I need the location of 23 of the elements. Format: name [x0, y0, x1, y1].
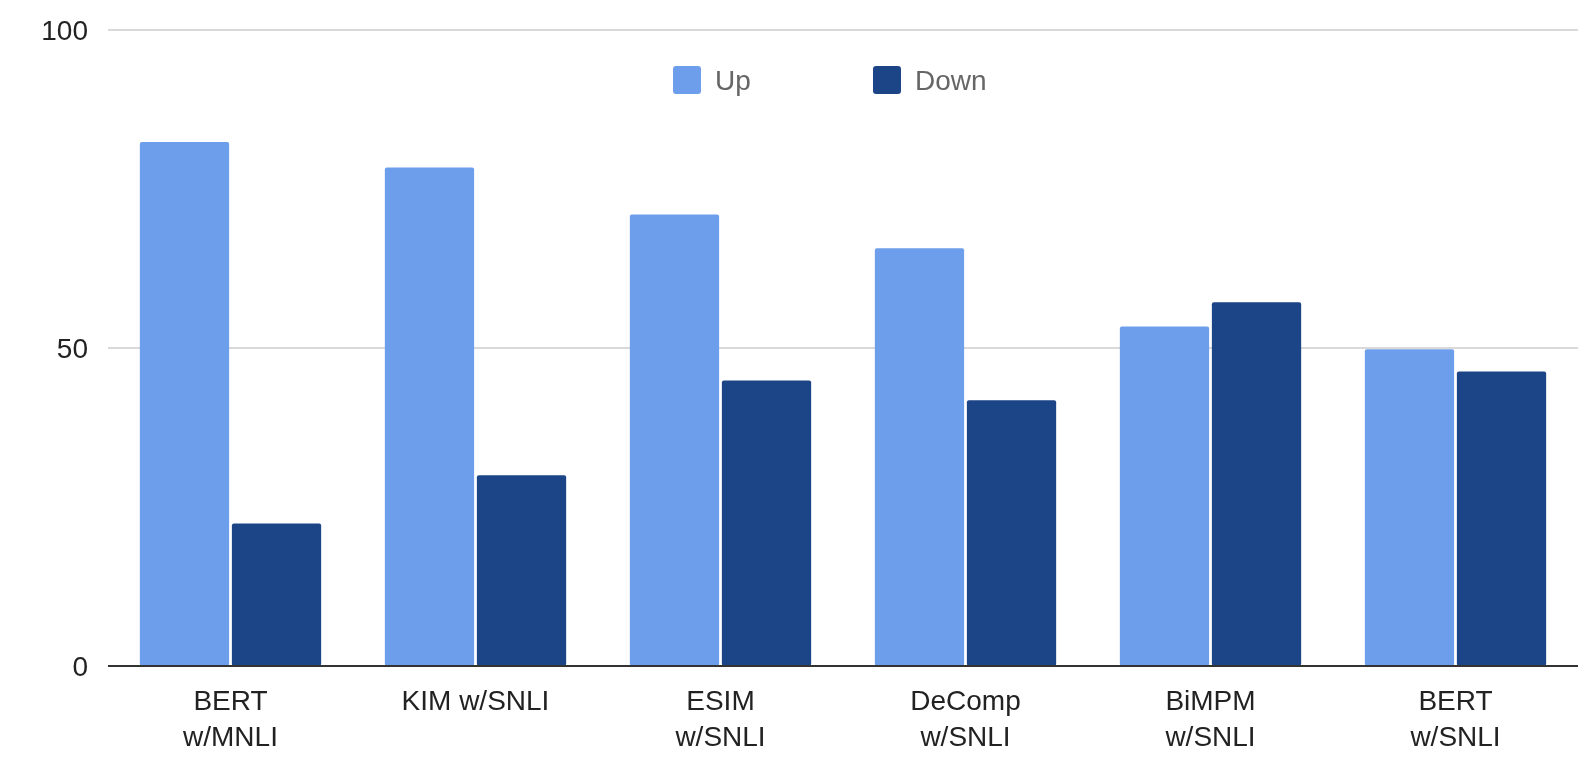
bar — [966, 400, 1057, 666]
bar — [1364, 349, 1455, 666]
bar — [629, 214, 720, 666]
x-tick-label: ESIM w/SNLI — [674, 685, 766, 752]
bar — [1119, 326, 1210, 666]
y-tick-label: 100 — [41, 14, 88, 46]
y-tick-label: 50 — [56, 332, 88, 364]
legend-label: Up — [715, 64, 751, 96]
x-tick-label: KIM w/SNLI — [401, 685, 550, 716]
y-tick-label: 0 — [72, 650, 88, 682]
bar — [139, 141, 230, 666]
bar — [384, 167, 475, 666]
x-tick-label: BiMPM w/SNLI — [1164, 685, 1256, 752]
bar — [476, 475, 567, 666]
x-tick-label: BERT w/MNLI — [182, 685, 278, 752]
bar — [874, 248, 965, 666]
bar — [1211, 302, 1302, 666]
x-tick-label: BERT w/SNLI — [1409, 685, 1501, 752]
bar — [1456, 371, 1547, 666]
x-tick-label: DeComp w/SNLI — [910, 685, 1021, 752]
bar — [231, 523, 322, 666]
legend-label: Down — [915, 64, 987, 96]
bar — [721, 380, 812, 666]
